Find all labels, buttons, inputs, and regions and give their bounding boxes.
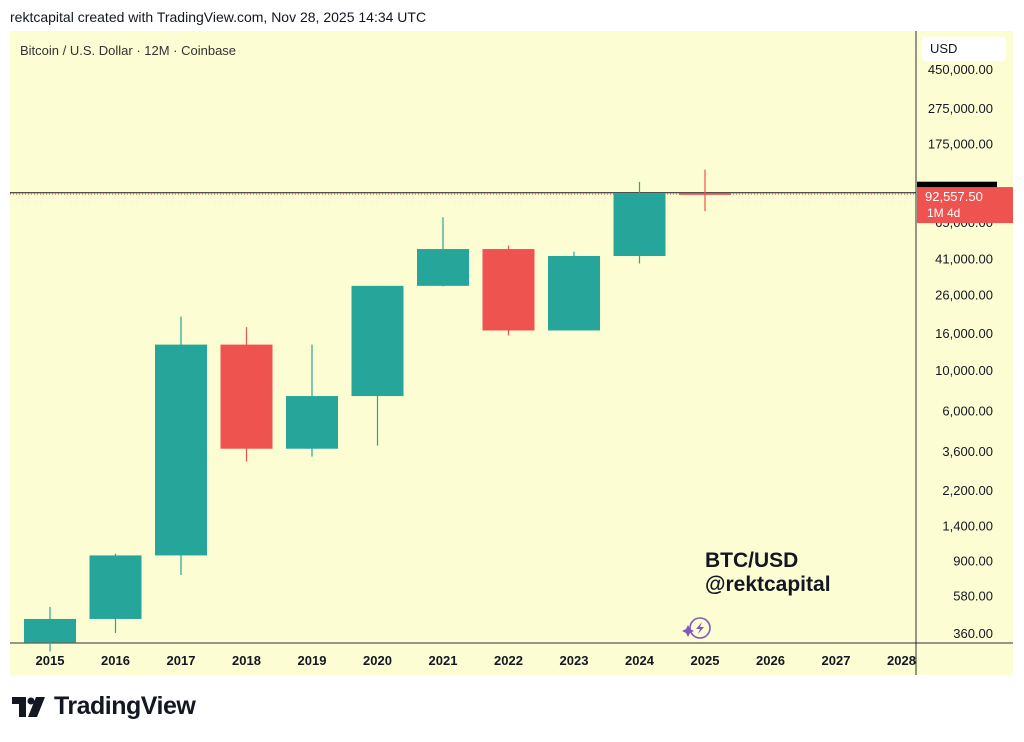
event-sparkle-icon <box>682 625 694 637</box>
y-tick-label: 3,600.00 <box>942 444 993 459</box>
y-tick-label: 2,200.00 <box>942 483 993 498</box>
event-lightning-icon <box>689 617 711 639</box>
last-price-box <box>917 187 1013 224</box>
x-tick-label: 2025 <box>691 653 720 668</box>
y-tick-label: 450,000.00 <box>928 62 993 77</box>
x-tick-label: 2015 <box>36 653 65 668</box>
candle-body-2021 <box>417 249 469 286</box>
y-tick-label: 6,000.00 <box>942 403 993 418</box>
watermark-author: @rektcapital <box>705 573 831 596</box>
y-tick-label: 26,000.00 <box>935 288 993 303</box>
y-tick-label: 16,000.00 <box>935 326 993 341</box>
y-tick-label: 175,000.00 <box>928 137 993 152</box>
candle-body-2017 <box>155 344 207 556</box>
candle-body-2019 <box>286 396 338 449</box>
tradingview-logo-icon <box>12 696 45 717</box>
x-tick-label: 2016 <box>101 653 130 668</box>
candle-body-2025 <box>679 193 731 195</box>
candle-body-2016 <box>89 555 142 619</box>
countdown-label: 1M 4d <box>927 206 960 220</box>
currency-button[interactable]: USD <box>922 37 1006 61</box>
last-price-label: 92,557.50 <box>925 189 983 204</box>
x-tick-label: 2024 <box>625 653 655 668</box>
chart-area[interactable]: 360.00 580.00 900.00 1,400.00 2,200.00 3,600.… <box>10 31 1013 675</box>
watermark-symbol: BTC/USD <box>705 549 799 572</box>
chart-caption: rektcapital created with TradingView.com… <box>10 9 427 25</box>
x-tick-label: 2017 <box>167 653 196 668</box>
x-tick-label: 2020 <box>363 653 392 668</box>
x-tick-label: 2026 <box>756 653 785 668</box>
candle-body-2018 <box>220 344 273 449</box>
x-tick-label: 2027 <box>822 653 851 668</box>
y-tick-label: 41,000.00 <box>935 251 993 266</box>
x-tick-label: 2018 <box>232 653 261 668</box>
x-tick-label: 2023 <box>560 653 589 668</box>
tradingview-wordmark: TradingView <box>54 692 196 720</box>
candle-body-2023 <box>548 256 600 331</box>
y-tick-label: 10,000.00 <box>935 363 993 378</box>
x-tick-label: 2028 <box>887 653 916 668</box>
x-tick-label: 2022 <box>494 653 523 668</box>
symbol-title: Bitcoin / U.S. Dollar · 12M · Coinbase <box>20 43 237 58</box>
y-tick-label: 360.00 <box>953 626 993 641</box>
candle-body-2015 <box>24 618 76 643</box>
event-bolt-icon <box>696 622 704 634</box>
tradingview-logo: TradingView <box>12 692 196 721</box>
candlestick-chart[interactable]: 360.00 580.00 900.00 1,400.00 2,200.00 3,600.… <box>10 31 1013 675</box>
x-tick-label: 2021 <box>429 653 458 668</box>
candle-body-2022 <box>482 249 535 331</box>
watermark: BTC/USD @rektcapital <box>705 549 831 597</box>
candle-body-2024 <box>613 193 666 257</box>
y-tick-label: 900.00 <box>953 554 993 569</box>
candle-body-2020 <box>351 285 404 397</box>
y-tick-label: 1,400.00 <box>942 519 993 534</box>
x-tick-label: 2019 <box>298 653 327 668</box>
y-tick-label: 580.00 <box>953 588 993 603</box>
y-tick-label: 275,000.00 <box>928 101 993 116</box>
